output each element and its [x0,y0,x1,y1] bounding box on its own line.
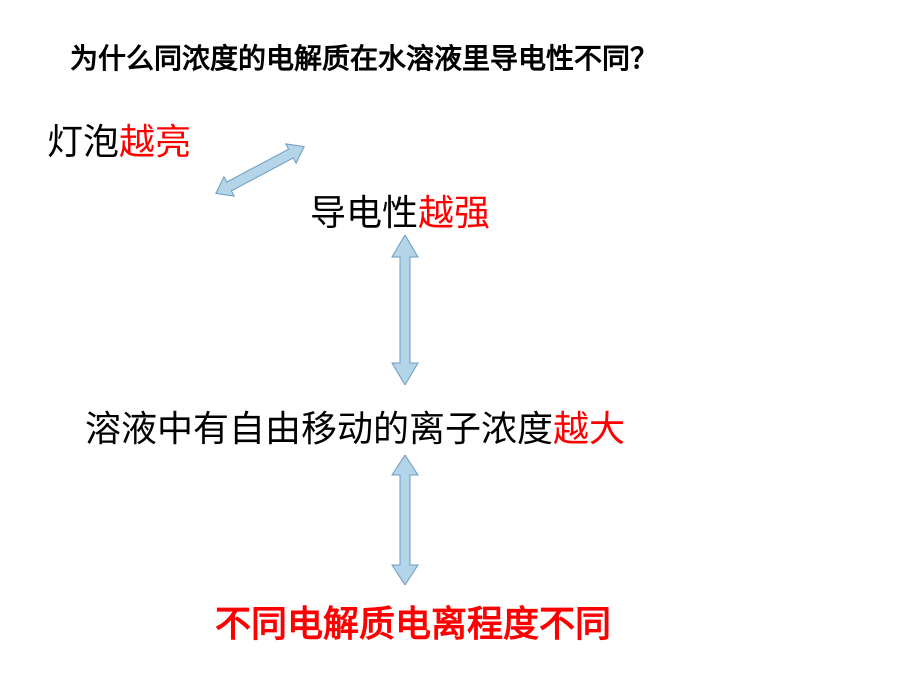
arrow-vertical-1-icon [388,235,422,385]
node-bulb-brightness: 灯泡越亮 [47,113,191,165]
node1-prefix: 灯泡 [47,122,119,162]
node3-prefix: 溶液中有自由移动的离子浓度 [85,409,553,449]
node2-prefix: 导电性 [310,193,418,233]
node-conclusion: 不同电解质电离程度不同 [215,595,611,647]
title-content: 为什么同浓度的电解质在水溶液里导电性不同？ [70,44,658,75]
node3-highlight: 越大 [553,409,625,449]
arrow-diagonal-icon [200,140,320,200]
node2-highlight: 越强 [418,193,490,233]
node4-text: 不同电解质电离程度不同 [215,604,611,644]
node-conductivity: 导电性越强 [310,184,490,236]
node-ion-concentration: 溶液中有自由移动的离子浓度越大 [85,400,625,452]
node1-highlight: 越亮 [119,122,191,162]
title-text: 为什么同浓度的电解质在水溶液里导电性不同？ [70,37,658,77]
arrow-vertical-2-icon [388,455,422,585]
